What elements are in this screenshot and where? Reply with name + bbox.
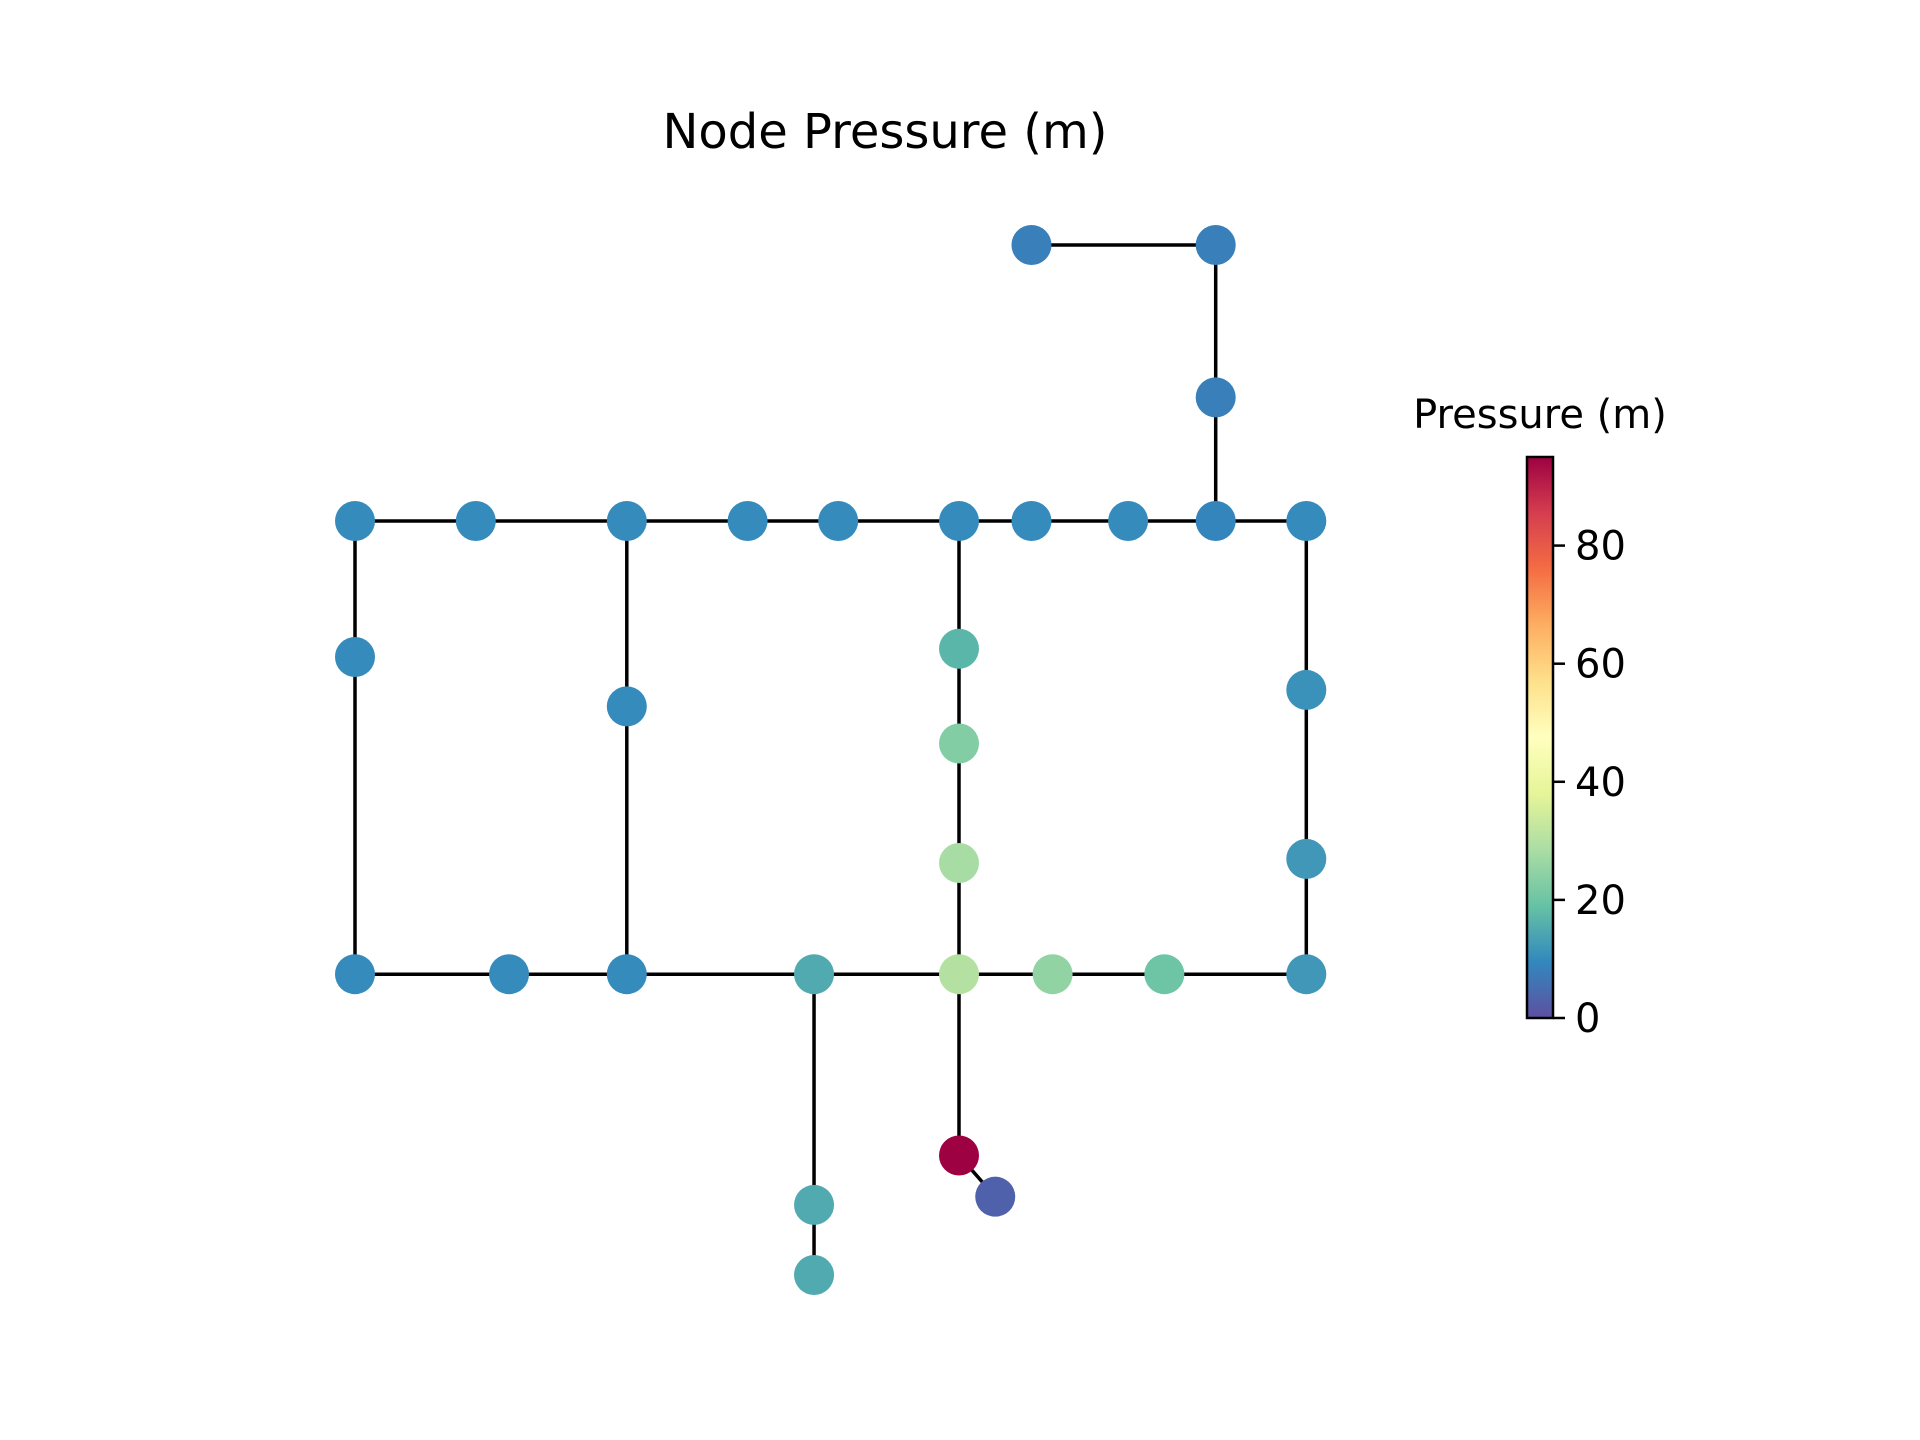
junction-node [939, 1135, 979, 1176]
colorbar-gradient [1525, 455, 1555, 1020]
junction-node [1195, 377, 1236, 418]
junction-node [794, 1254, 835, 1295]
junction-node [606, 954, 647, 995]
junction-node [455, 501, 496, 541]
junction-node [1144, 954, 1185, 995]
junction-node [794, 954, 835, 995]
colorbar-tick-label: 80 [1575, 524, 1626, 570]
junction-node [975, 1176, 1016, 1217]
junction-node [939, 723, 979, 764]
junction-node [335, 636, 375, 677]
colorbar-ticks: 0 20 40 60 80 [1553, 524, 1626, 1042]
junction-node [727, 501, 768, 541]
junction-node [606, 501, 647, 541]
junction-node [1286, 501, 1327, 541]
colorbar-tick-label: 20 [1575, 878, 1626, 924]
junction-nodes [335, 224, 1327, 1295]
junction-node [335, 501, 375, 541]
plot-title: Node Pressure (m) [663, 104, 1108, 160]
junction-node [794, 1184, 835, 1225]
junction-node [1011, 501, 1052, 541]
junction-node [1108, 501, 1149, 541]
colorbar-label: Pressure (m) [1413, 392, 1667, 438]
junction-node [335, 954, 375, 995]
junction-node [1032, 954, 1073, 995]
colorbar-tick-label: 40 [1575, 760, 1626, 806]
junction-node [939, 501, 979, 541]
junction-node [1011, 224, 1052, 265]
colorbar-tick-label: 0 [1575, 996, 1600, 1042]
colorbar-tick-label: 60 [1575, 642, 1626, 688]
junction-node [1286, 669, 1327, 710]
junction-node [1195, 501, 1236, 541]
colorbar: Pressure (m) 0 20 40 60 80 [1413, 392, 1667, 1042]
junction-node [1195, 224, 1236, 265]
junction-node [939, 842, 979, 883]
junction-node [939, 628, 979, 669]
pipe-links [353, 243, 1309, 1275]
junction-node [606, 686, 647, 727]
junction-node [489, 954, 530, 995]
junction-node [1286, 954, 1327, 995]
junction-node [1286, 838, 1327, 879]
junction-node [818, 501, 859, 541]
junction-node [939, 954, 979, 995]
